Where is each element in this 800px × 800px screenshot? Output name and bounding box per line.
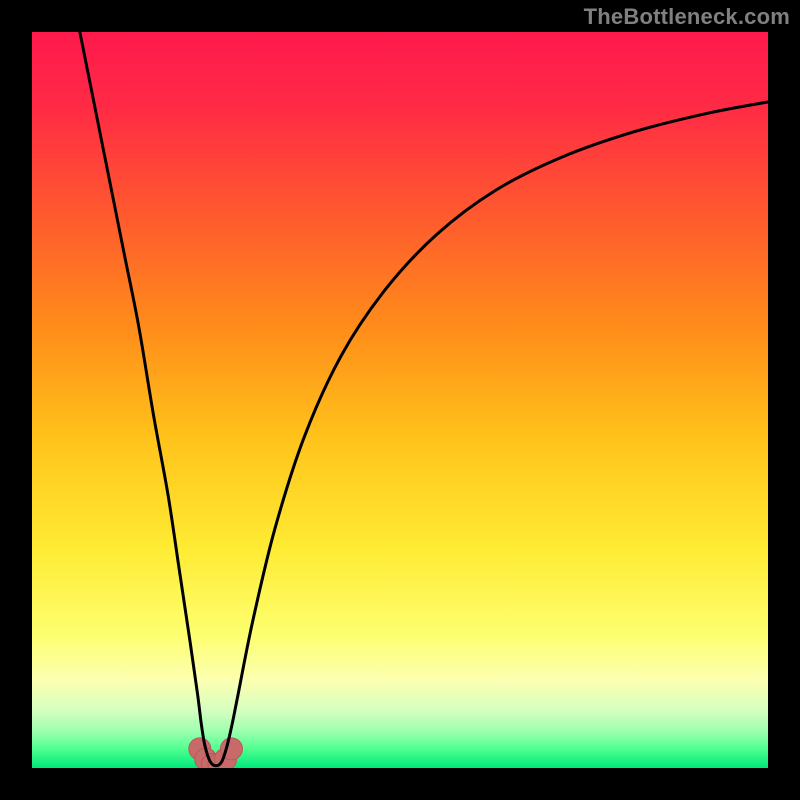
chart-svg (32, 32, 768, 768)
bottleneck-curve (80, 32, 768, 766)
chart-frame: TheBottleneck.com (0, 0, 800, 800)
bottom-marker-group (189, 738, 243, 768)
watermark-text: TheBottleneck.com (584, 4, 790, 30)
plot-area (32, 32, 768, 768)
